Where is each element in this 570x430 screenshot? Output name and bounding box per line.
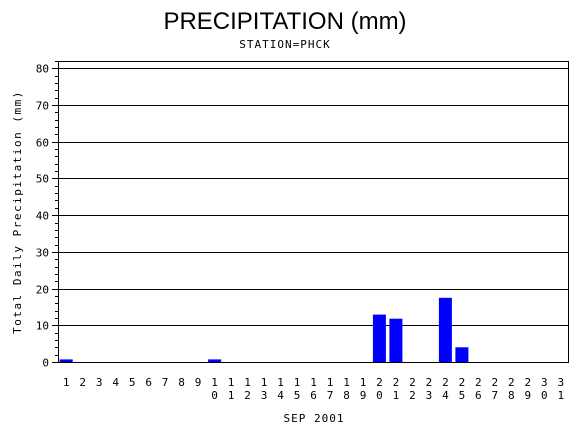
x-tick-label-7: 7	[162, 376, 169, 389]
y-tick-label-80: 80	[36, 63, 49, 76]
x-tick-label-1: 1	[63, 376, 70, 389]
y-axis-label: Total Daily Precipitation (mm)	[11, 90, 24, 334]
y-tick-label-30: 30	[36, 247, 49, 260]
grid-lines	[58, 68, 569, 326]
axes	[52, 61, 569, 363]
y-tick-labels: 0 10 20 30 40 50 60 70 80	[36, 63, 49, 370]
y-tick-label-0: 0	[42, 357, 49, 370]
x-axis-label: SEP 2001	[284, 412, 345, 425]
bar-day-21	[389, 318, 403, 362]
y-tick-label-20: 20	[36, 284, 49, 297]
bar-series	[59, 297, 469, 362]
x-tick-label-9: 9	[195, 376, 202, 389]
y-tick-label-70: 70	[36, 100, 49, 113]
y-tick-label-40: 40	[36, 210, 49, 223]
x-tick-label-6: 6	[145, 376, 152, 389]
bar-day-1	[59, 359, 73, 362]
y-tick-label-50: 50	[36, 173, 49, 186]
bar-day-24	[438, 297, 452, 362]
x-tick-label-5: 5	[129, 376, 136, 389]
y-tick-label-60: 60	[36, 137, 49, 150]
bar-day-20	[372, 314, 386, 362]
y-tick-label-10: 10	[36, 320, 49, 333]
bar-day-25	[455, 347, 469, 362]
x-tick-label-4: 4	[112, 376, 119, 389]
bar-day-10	[208, 359, 222, 362]
x-tick-label-8: 8	[178, 376, 185, 389]
x-tick-label-3: 3	[96, 376, 103, 389]
chart-title: PRECIPITATION (mm)	[163, 8, 406, 35]
x-tick-labels: 1 2 3 4 5 6 7 8 9 1 01 11 21 31 41 51 61 71 81 92 02 12 22 32 42…	[63, 376, 564, 402]
chart-subtitle: STATION=PHCK	[239, 38, 330, 51]
x-tick-label-2: 2	[79, 376, 86, 389]
